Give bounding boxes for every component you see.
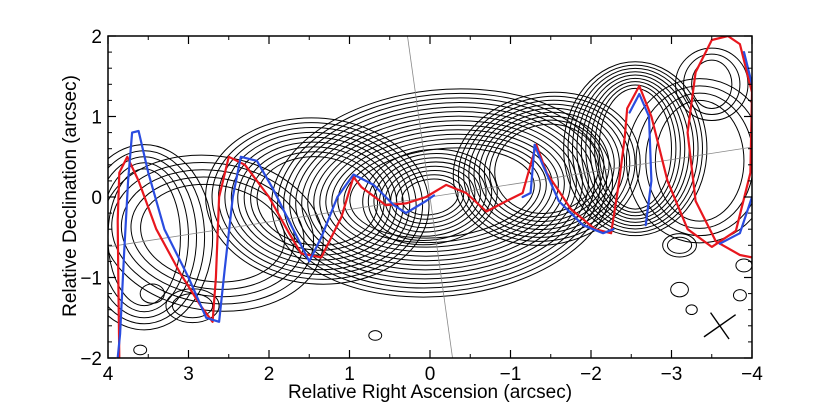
model-curve-blue (521, 143, 615, 235)
x-tick-label: −2 (580, 364, 602, 385)
contour-west-knot (478, 111, 615, 226)
contour-west-edge (683, 53, 741, 115)
y-tick-label: 1 (91, 108, 102, 129)
y-tick-label: 0 (91, 188, 102, 209)
x-tick-label: 3 (183, 364, 194, 385)
x-tick-label: 2 (264, 364, 275, 385)
contour-blob-7 (732, 289, 747, 302)
x-tick-label: −1 (500, 364, 522, 385)
contour-far-west (571, 67, 699, 230)
contour-east-jet (205, 117, 430, 285)
y-tick-label: −1 (80, 269, 102, 290)
contour-east-jet (224, 131, 411, 271)
contour-blob-6 (685, 304, 698, 316)
contour-inner-jet (307, 115, 577, 271)
contour-far-west (567, 64, 703, 233)
contour-blob-4 (133, 344, 148, 356)
contour-far-west (576, 71, 695, 227)
contour-blob-9 (735, 258, 752, 273)
contour-west-knot (457, 95, 636, 242)
contour-west-knot (483, 115, 610, 222)
contour-blob-8 (666, 236, 693, 254)
beam-minor-axis (709, 312, 730, 340)
x-axis-label: Relative Right Ascension (arcsec) (288, 382, 572, 403)
model-curve-blue (628, 92, 653, 227)
contour-far-west (594, 84, 677, 213)
contour-inner-jet (337, 138, 547, 248)
contour-inner-jet (343, 142, 541, 244)
contour-east-jet (211, 122, 424, 280)
x-tick-label: 4 (103, 364, 114, 385)
contour-far-west (585, 77, 686, 220)
contour-far-west (589, 81, 681, 217)
x-tick-label: 1 (344, 364, 355, 385)
contour-east-jet (230, 136, 404, 266)
y-tick-label: −2 (80, 349, 102, 370)
contour-east-tail (108, 162, 189, 313)
contour-blob-8 (662, 233, 697, 258)
x-tick-label: 0 (425, 364, 436, 385)
contour-blob-5 (670, 281, 689, 298)
model-curve-blue (718, 195, 752, 245)
contour-inner-jet (319, 124, 565, 262)
contour-far-west (598, 87, 673, 210)
y-axis-label: Relative Declination (arcsec) (60, 75, 81, 317)
axis-ticks: 4 3 2 1 0 −1 −2 −3 −4 −2 −1 0 1 2 (80, 27, 763, 385)
contour-blob-2 (139, 283, 165, 304)
x-tick-label: −4 (741, 364, 763, 385)
contour-inner-jet (349, 147, 535, 239)
contour-west-tail (645, 92, 752, 229)
contour-west-knot (494, 123, 600, 214)
model-curve-blue (116, 129, 436, 358)
contour-west-edge (691, 59, 733, 109)
contour-west-knot (489, 119, 605, 218)
contour-west-tail (635, 85, 752, 237)
contour-inner-jet (271, 88, 614, 298)
contour-inner-jet (313, 120, 571, 266)
contour-inner-jet (295, 106, 589, 280)
contour-west-knot (463, 99, 631, 238)
contour-inner-jet (325, 129, 559, 257)
contour-far-west (563, 61, 708, 237)
beam-marker (703, 312, 737, 340)
contour-inner-jet (277, 92, 608, 294)
contour-blob-3 (368, 330, 383, 341)
contour-west-knot (473, 107, 620, 230)
contour-far-east (140, 183, 286, 283)
contour-west-tail (654, 99, 745, 222)
x-tick-label: −3 (661, 364, 683, 385)
contour-far-east (111, 161, 315, 305)
y-tick-label: 2 (91, 27, 102, 48)
contour-east-tail (108, 144, 214, 331)
contour-west-tail (625, 78, 752, 244)
contour-east-jet (217, 127, 417, 276)
contour-west-edge (675, 47, 749, 122)
contour-far-east (130, 176, 295, 290)
